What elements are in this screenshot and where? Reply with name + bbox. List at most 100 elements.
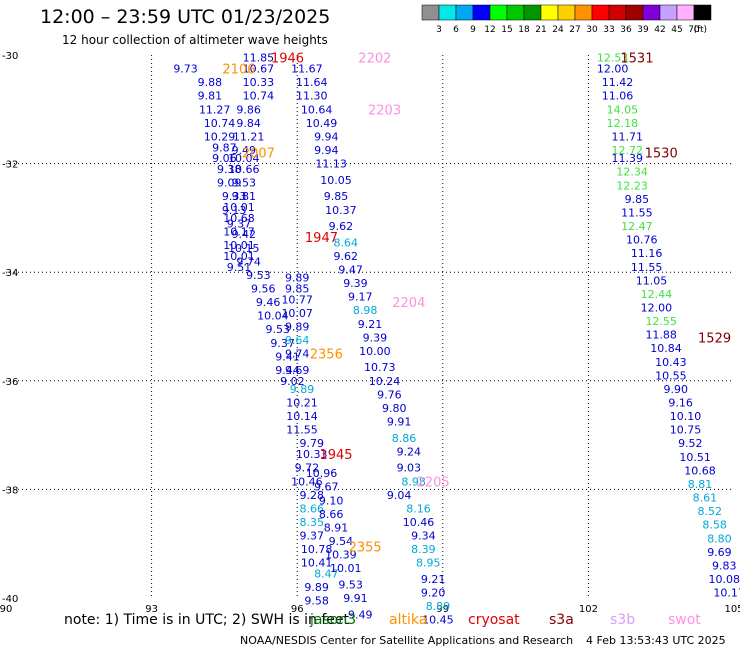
wave-height-value: 9.51 bbox=[227, 261, 252, 274]
wave-height-value: 10.84 bbox=[650, 342, 682, 355]
wave-height-value: 9.94 bbox=[314, 144, 339, 157]
mission-name: jason3 bbox=[310, 612, 357, 628]
x-tick-label: 93 bbox=[145, 604, 158, 615]
wave-height-value: 11.13 bbox=[315, 158, 347, 171]
wave-height-value: 9.24 bbox=[397, 445, 422, 458]
wave-height-value: 10.64 bbox=[301, 103, 333, 116]
wave-height-value: 8.95 bbox=[416, 557, 441, 570]
pass-time-label: 2203 bbox=[368, 103, 401, 118]
wave-height-value: 8.16 bbox=[406, 502, 431, 515]
pass-time-label: 1947 bbox=[305, 231, 338, 246]
wave-height-value: 10.41 bbox=[301, 557, 333, 570]
y-tick-label: -32 bbox=[2, 160, 18, 171]
wave-height-value: 9.17 bbox=[348, 291, 373, 304]
wave-height-value: 12.00 bbox=[641, 301, 673, 314]
wave-height-value: 10.46 bbox=[291, 475, 323, 488]
wave-height-value: 9.46 bbox=[256, 296, 281, 309]
wave-height-value: 10.07 bbox=[281, 307, 313, 320]
wave-height-value: 10.43 bbox=[655, 356, 687, 369]
wave-height-value: 9.89 bbox=[285, 321, 310, 334]
legend-swatch bbox=[438, 4, 457, 21]
wave-height-value: 14.05 bbox=[607, 103, 639, 116]
wave-height-value: 9.34 bbox=[411, 530, 436, 543]
wave-height-value: 12.18 bbox=[607, 117, 639, 130]
wave-height-value: 8.35 bbox=[300, 516, 325, 529]
pass-time-label: 2356 bbox=[310, 348, 343, 363]
wave-height-value: 9.69 bbox=[707, 546, 732, 559]
wave-height-value: 8.39 bbox=[411, 543, 436, 556]
wave-height-value: 8.52 bbox=[697, 505, 722, 518]
wave-height-value: 9.16 bbox=[668, 397, 693, 410]
wave-height-value: 9.37 bbox=[270, 337, 295, 350]
wave-height-value: 8.89 bbox=[426, 600, 451, 613]
legend-swatch bbox=[523, 4, 542, 21]
mission-name: swot bbox=[668, 612, 701, 628]
wave-height-value: 9.62 bbox=[333, 250, 358, 263]
wave-height-value: 12.72 bbox=[611, 144, 643, 157]
page-subtitle: 12 hour collection of altimeter wave hei… bbox=[62, 33, 328, 47]
pass-time-label: 1945 bbox=[319, 448, 352, 463]
legend-label: 12 bbox=[484, 25, 495, 35]
wave-height-value: 10.04 bbox=[257, 310, 289, 323]
wave-height-value: 11.71 bbox=[611, 130, 643, 143]
wave-height-value: 8.98 bbox=[401, 475, 426, 488]
wave-height-value: 9.09 bbox=[217, 177, 242, 190]
wave-height-value: 10.37 bbox=[325, 204, 357, 217]
wave-height-value: 9.74 bbox=[285, 348, 310, 361]
wave-height-value: 9.84 bbox=[236, 117, 261, 130]
legend-swatch bbox=[489, 4, 508, 21]
wave-height-value: 10.24 bbox=[369, 375, 401, 388]
legend-swatch bbox=[625, 4, 644, 21]
wave-height-value: 9.38 bbox=[217, 163, 242, 176]
legend-label: 39 bbox=[637, 25, 649, 35]
legend-label: 33 bbox=[603, 25, 614, 35]
wave-height-value: 9.89 bbox=[304, 581, 329, 594]
wave-height-value: 12.44 bbox=[641, 288, 673, 301]
x-tick-label: 96 bbox=[291, 604, 304, 615]
wave-height-value: 10.01 bbox=[223, 201, 255, 214]
mission-name: cryosat bbox=[468, 612, 520, 628]
wave-height-value: 10.04 bbox=[228, 152, 260, 165]
wave-height-value: 11.05 bbox=[636, 274, 668, 287]
wave-height-value: 10.49 bbox=[306, 117, 338, 130]
wave-height-value: 9.64 bbox=[285, 334, 310, 347]
pass-time-label: 2204 bbox=[392, 296, 425, 311]
mission-name: s3a bbox=[549, 612, 574, 628]
pass-time-label: 2205 bbox=[417, 475, 450, 490]
legend-swatch bbox=[693, 4, 712, 21]
wave-height-value: 9.28 bbox=[300, 489, 325, 502]
legend-label: 27 bbox=[569, 25, 580, 35]
wave-height-value: 9.88 bbox=[198, 76, 223, 89]
wave-height-value: 8.58 bbox=[702, 519, 727, 532]
wave-height-value: 9.53 bbox=[246, 269, 271, 282]
wave-height-value: 10.68 bbox=[684, 464, 716, 477]
wave-height-value: 12.00 bbox=[597, 63, 629, 76]
wave-height-value: 12.47 bbox=[621, 220, 653, 233]
legend-swatch bbox=[659, 4, 678, 21]
wave-height-value: 9.20 bbox=[421, 587, 446, 600]
wave-height-value: 10.01 bbox=[223, 239, 255, 252]
y-tick-label: -34 bbox=[2, 268, 18, 279]
wave-height-value: 8.80 bbox=[707, 532, 732, 545]
page-title: 12:00 – 23:59 UTC 01/23/2025 bbox=[40, 6, 331, 28]
wave-height-value: 9.33 bbox=[222, 190, 247, 203]
legend-swatch bbox=[540, 4, 559, 21]
legend-swatch bbox=[472, 4, 491, 21]
wave-height-value: 10.17 bbox=[223, 225, 255, 238]
wave-height-value: 9.89 bbox=[285, 272, 310, 285]
wave-height-value: 10.76 bbox=[626, 234, 658, 247]
legend-swatch bbox=[421, 4, 440, 21]
wave-height-value: 11.64 bbox=[296, 76, 328, 89]
wave-height-value: 9.91 bbox=[387, 416, 412, 429]
wave-height-value: 9.90 bbox=[664, 383, 689, 396]
legend-swatch bbox=[676, 4, 695, 21]
legend-label: 18 bbox=[518, 25, 530, 35]
wave-height-value: 9.02 bbox=[280, 375, 305, 388]
wave-height-value: 9.87 bbox=[212, 141, 237, 154]
wave-height-value: 9.67 bbox=[314, 481, 339, 494]
legend-label: 24 bbox=[552, 25, 564, 35]
wave-height-value: 9.85 bbox=[285, 282, 310, 295]
wave-height-value: 8.64 bbox=[333, 236, 358, 249]
wave-height-value: 11.88 bbox=[645, 329, 677, 342]
